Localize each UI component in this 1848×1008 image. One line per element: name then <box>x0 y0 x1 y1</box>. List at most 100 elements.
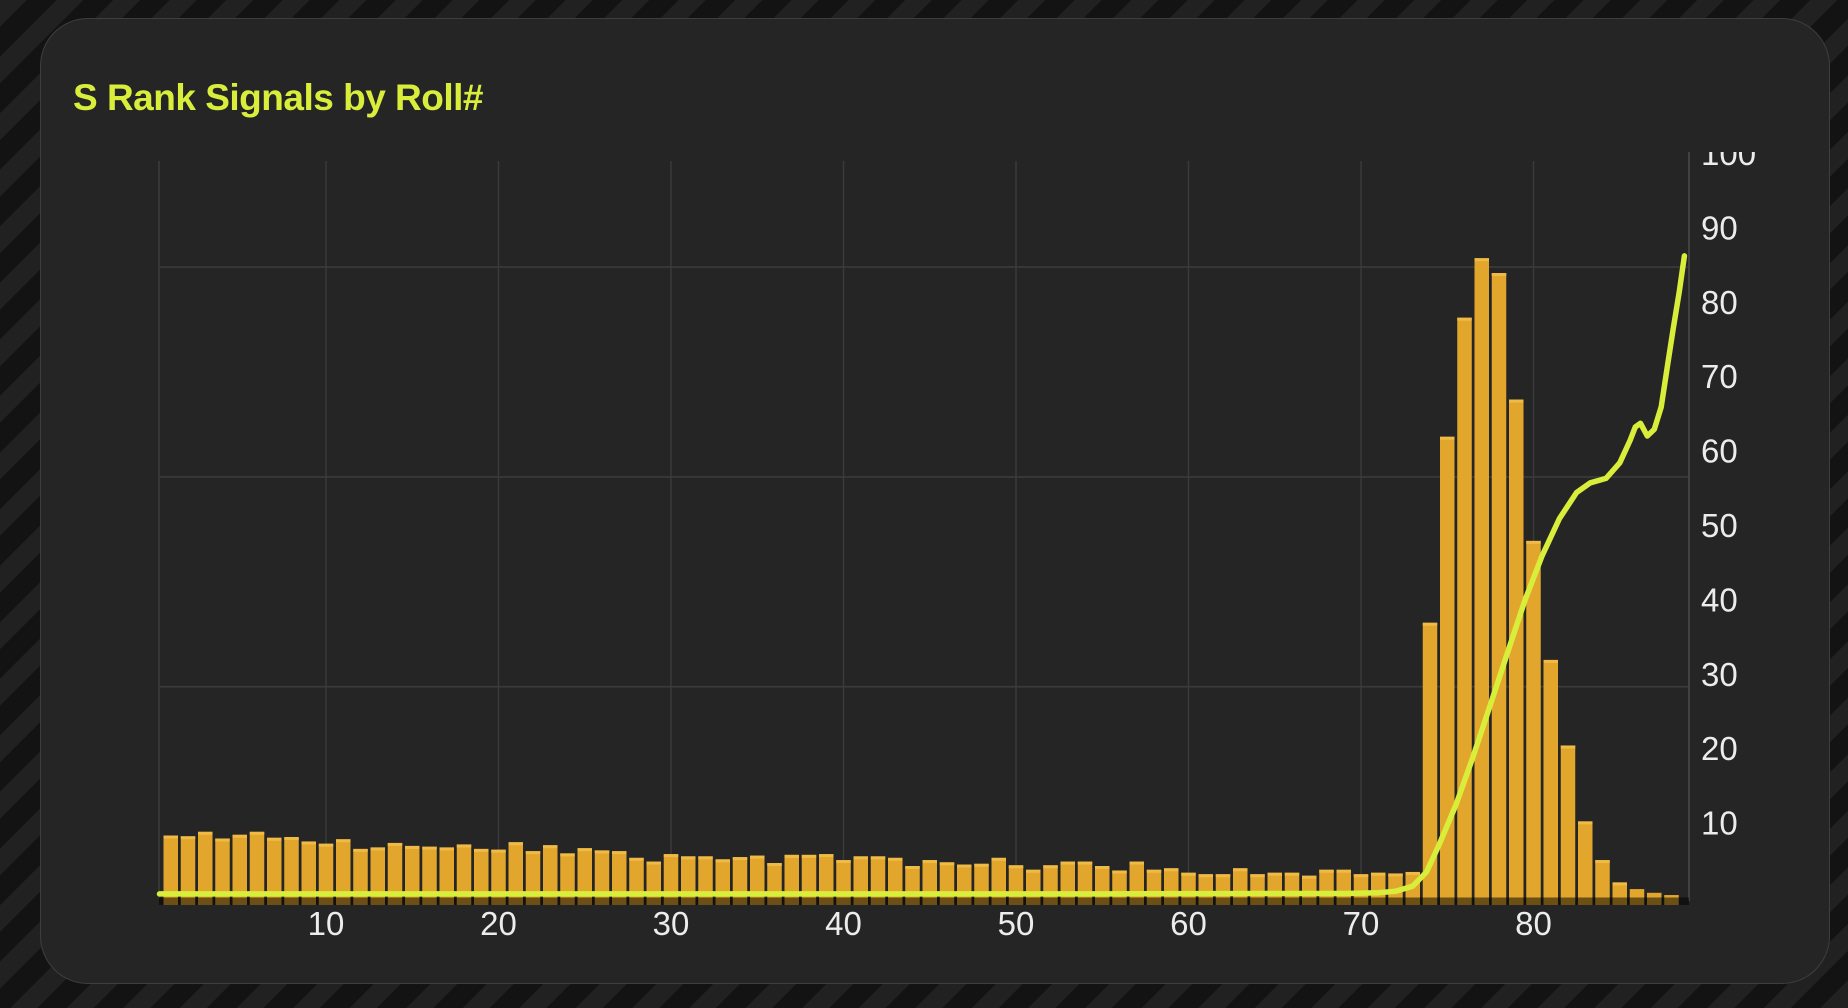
bar-top-highlight <box>439 847 454 851</box>
bar-top-highlight <box>612 851 627 855</box>
bar-top-highlight <box>301 841 316 845</box>
bar-top-highlight <box>405 845 420 849</box>
baseline-shade-band <box>159 897 1689 905</box>
bar-top-highlight <box>1560 745 1576 749</box>
bar-top-highlight <box>1267 872 1282 876</box>
bar-top-highlight <box>1112 870 1127 874</box>
bar-top-highlight <box>1491 273 1507 277</box>
bar-top-highlight <box>1405 871 1420 875</box>
y-tick-label: 100 <box>1701 135 1756 172</box>
bar-top-highlight <box>284 836 299 840</box>
bar-top-highlight <box>1612 882 1627 886</box>
bar <box>353 848 368 905</box>
bar <box>474 848 489 905</box>
bar <box>301 841 316 905</box>
bar <box>819 854 834 905</box>
bar-top-highlight <box>1526 540 1541 544</box>
bar <box>508 842 523 905</box>
bar <box>163 835 178 905</box>
bar <box>1198 874 1213 905</box>
bar-top-highlight <box>698 856 713 860</box>
bar-top-highlight <box>853 856 868 860</box>
bar-top-highlight <box>870 856 886 860</box>
bar <box>594 850 610 905</box>
bar-top-highlight <box>715 859 730 863</box>
bar <box>232 834 247 905</box>
bar-top-highlight <box>1440 436 1455 440</box>
bar-top-highlight <box>1319 869 1334 873</box>
bar-top-highlight <box>1095 866 1110 870</box>
bar-top-highlight <box>180 836 196 840</box>
bar <box>456 844 472 905</box>
bar-top-highlight <box>1181 872 1196 876</box>
bar-top-highlight <box>1008 865 1024 869</box>
bar <box>1422 622 1438 905</box>
bar <box>525 851 541 905</box>
chart-title: S Rank Signals by Roll# <box>73 77 484 118</box>
bar-top-highlight <box>629 857 644 861</box>
bar <box>1457 317 1472 905</box>
bar-top-highlight <box>215 838 230 842</box>
bar <box>612 851 627 905</box>
x-tick-label: 30 <box>653 905 690 942</box>
bar-top-highlight <box>1164 868 1179 872</box>
bar-top-highlight <box>1457 317 1472 321</box>
bar <box>215 838 230 905</box>
bar-top-highlight <box>508 842 523 846</box>
bar <box>1440 436 1455 905</box>
bar-top-highlight <box>1422 622 1438 626</box>
bar <box>1560 745 1576 905</box>
bar <box>1595 860 1610 905</box>
bar-top-highlight <box>577 848 592 852</box>
bar <box>1578 821 1593 905</box>
bar-top-highlight <box>318 843 334 847</box>
bar-top-highlight <box>422 846 437 850</box>
bar <box>284 836 299 905</box>
bar-top-highlight <box>1371 872 1386 876</box>
y-tick-label: 10 <box>1701 805 1738 842</box>
bar-top-highlight <box>456 844 472 848</box>
bar-top-highlight <box>888 857 903 861</box>
y-tick-label: 40 <box>1701 581 1738 618</box>
bar-top-highlight <box>801 854 817 858</box>
bar-top-highlight <box>1336 869 1351 873</box>
y-tick-label: 80 <box>1701 284 1738 321</box>
bar-top-highlight <box>1595 860 1610 864</box>
bar <box>801 854 817 905</box>
bar-top-highlight <box>1509 399 1524 403</box>
bar-top-highlight <box>957 864 972 868</box>
bar <box>577 848 592 905</box>
bar-top-highlight <box>1198 874 1213 878</box>
bar-top-highlight <box>663 854 679 858</box>
bar-top-highlight <box>732 857 748 861</box>
trend-line <box>156 253 1688 897</box>
bar-top-highlight <box>819 854 834 858</box>
bar <box>663 854 679 905</box>
bar-top-highlight <box>1302 875 1317 879</box>
bar-top-highlight <box>353 848 368 852</box>
chart-panel: S Rank Signals by Roll# 10 20 30 40 50 60 70 80… <box>40 18 1830 984</box>
x-tick-label: 20 <box>480 905 517 942</box>
bar-top-highlight <box>939 862 955 866</box>
bar <box>491 849 506 905</box>
bar <box>1181 872 1196 905</box>
y-tick-label: 30 <box>1701 656 1738 693</box>
bar-top-highlight <box>1043 865 1058 869</box>
bar-top-highlight <box>560 853 575 857</box>
y-tick-label: 90 <box>1701 209 1738 246</box>
bar <box>439 847 454 905</box>
bar-top-highlight <box>163 835 178 839</box>
x-tick-label: 50 <box>998 905 1035 942</box>
bar <box>1474 258 1489 905</box>
bar-top-highlight <box>474 848 489 852</box>
bar <box>1284 872 1300 905</box>
bar <box>1491 273 1507 905</box>
bar-top-highlight <box>249 831 265 835</box>
bar-top-highlight <box>836 860 851 864</box>
bar <box>784 854 799 905</box>
y-tick-label: 60 <box>1701 433 1738 470</box>
bar-top-highlight <box>543 845 558 849</box>
bar-top-highlight <box>370 847 385 851</box>
bar-top-highlight <box>1146 869 1162 873</box>
